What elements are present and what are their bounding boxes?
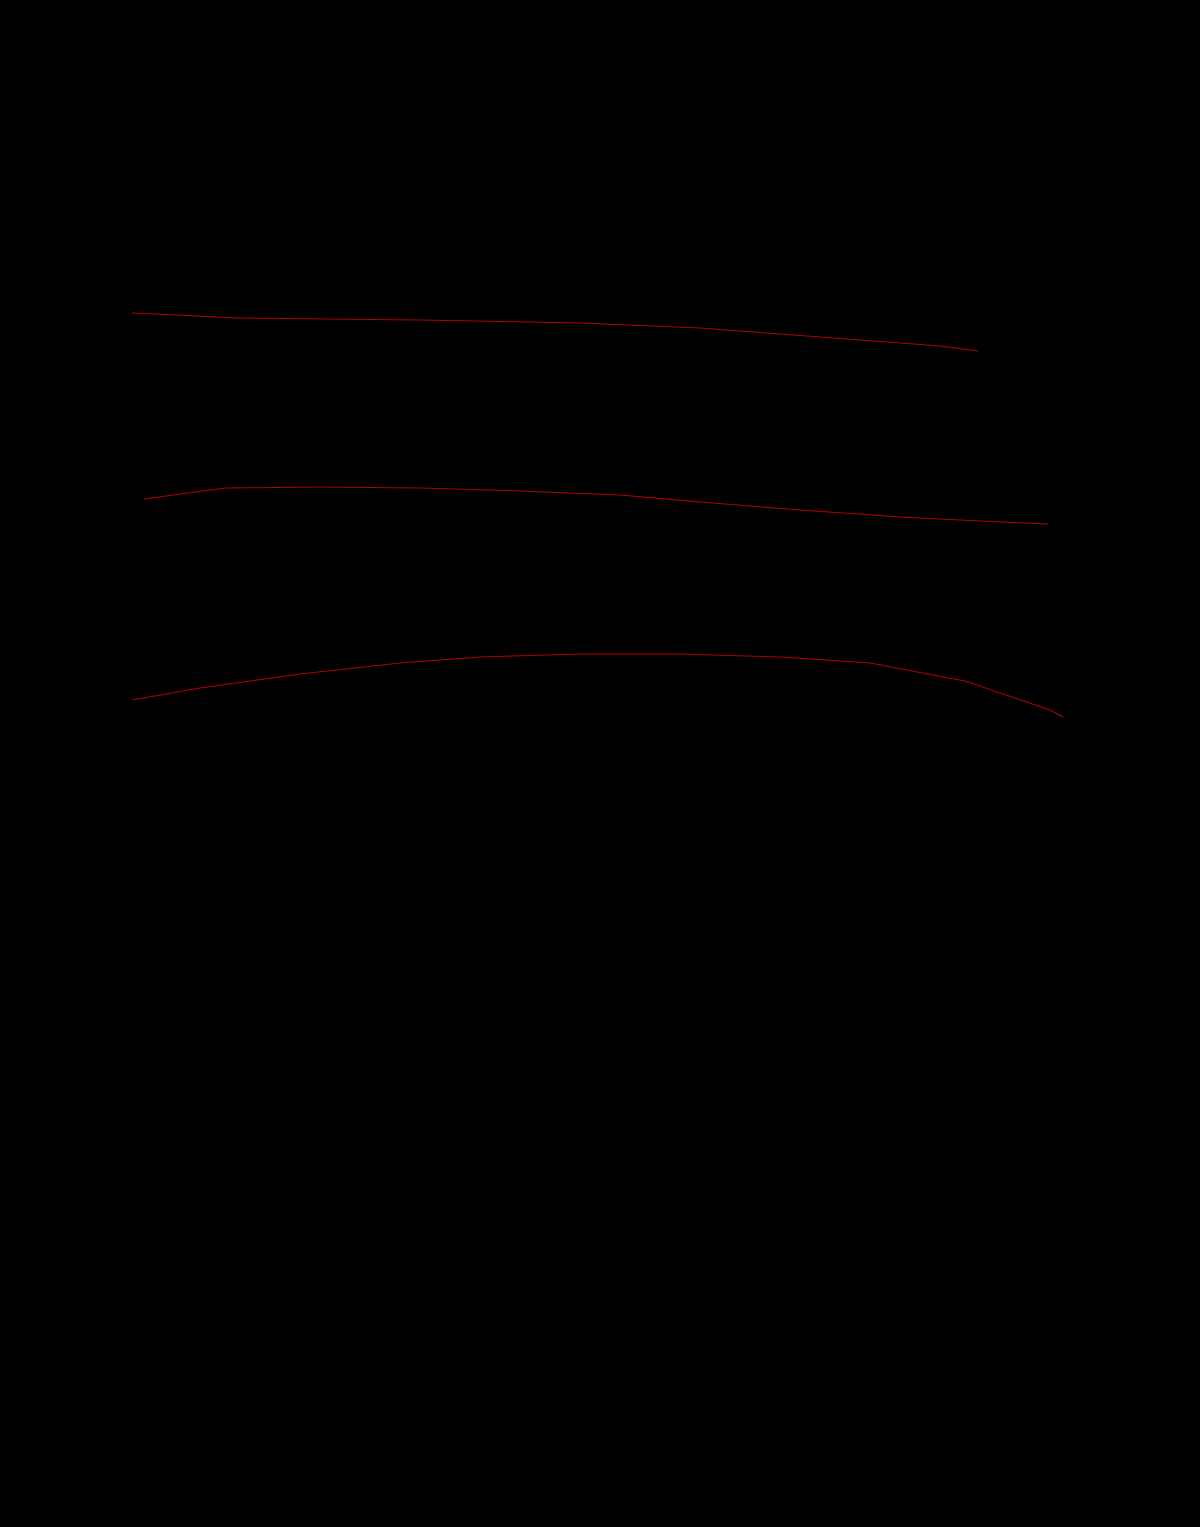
red-line [131, 653, 1064, 718]
red-line [143, 486, 1049, 525]
red-line [131, 312, 979, 352]
